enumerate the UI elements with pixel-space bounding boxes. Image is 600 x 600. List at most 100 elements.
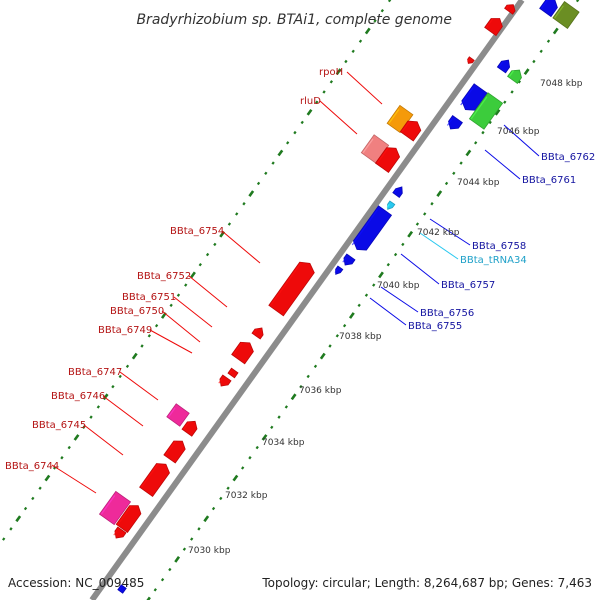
track-tick-mark [300,120,304,125]
track-tick-mark [271,161,275,165]
track-tick-mark [348,312,355,319]
track-tick-mark [168,567,172,572]
track-tick-mark [328,344,332,348]
track-tick-mark [2,537,6,541]
gene-label: BBta_6751 [122,292,176,303]
label-leader-line [161,310,201,343]
gene-feature-highlight [460,87,474,106]
gene-feature-highlight [117,505,132,525]
label-leader-line [484,149,521,180]
gene-feature-highlight [113,530,118,536]
track-tick-mark [15,515,22,523]
track-tick-mark [176,293,181,297]
gene-feature-arrow [251,327,264,340]
label-leader-line [346,71,383,105]
genome-title: Bradyrhizobium sp. BTAi1, complete genom… [136,12,452,28]
track-tick-mark [277,415,281,419]
track-tick-mark [23,506,28,511]
gene-feature-highlight [498,60,504,68]
track-tick-mark [481,130,485,135]
gene-feature-arrow [115,505,142,534]
label-leader-line [83,424,124,456]
track-tick-mark [380,9,384,13]
gene-feature-highlight [362,138,374,154]
ruler-label: 7046 kbp [497,127,540,137]
track-tick-mark [546,39,551,43]
track-tick-mark [552,27,559,35]
gene-feature-highlight [505,4,510,9]
track-tick-mark [211,506,216,511]
gene-feature-highlight [470,96,488,120]
track-tick-mark [358,39,363,43]
track-tick-mark [264,171,268,175]
track-tick-mark [315,100,319,104]
gene-feature-highlight [334,268,338,273]
track-tick-mark [488,120,492,125]
track-tick-mark [67,445,71,450]
track-tick-mark [235,212,239,216]
ruler-labels: 7030 kbp 7032 kbp 7034 kbp 7036 kbp 7038 kbp… [188,79,583,556]
gene-feature-highlight [508,70,514,77]
gene-label: BBta_6744 [5,461,59,472]
gene-feature-arrow [268,261,315,317]
track-tick-mark [111,384,115,389]
gene-feature-highlight [351,209,378,246]
gene-feature-highlight [376,147,389,164]
track-tick-mark [89,415,93,419]
gene-feature-highlight [168,407,176,418]
track-tick-mark [452,171,456,175]
track-tick-mark [96,405,100,409]
track-tick-mark [344,59,348,64]
gene-label: BBta_6754 [170,226,224,237]
track-tick-mark [372,283,376,287]
genome-backbone [89,0,525,600]
gene-feature-arrow [163,440,186,464]
gene-label: BBta_tRNA34 [460,255,527,266]
track-tick-mark [73,434,80,441]
gene-feature-highlight [183,421,190,430]
track-tick-mark [31,496,35,501]
gene-feature-highlight [229,370,233,374]
track-tick-mark [284,405,288,409]
gene-feature-arrow [139,463,170,498]
gene-feature-arrow [386,104,414,134]
gene-feature-arrow [181,420,198,437]
track-tick-mark [182,547,187,551]
track-tick-mark [430,202,434,206]
track-tick-mark [226,486,230,490]
track-tick-mark [364,27,371,35]
track-tick-mark [153,588,157,592]
track-tick-mark [146,596,151,600]
track-tick-mark [131,352,138,360]
gene-feature-highlight [100,495,116,515]
track-tick-mark [407,230,414,238]
track-tick-mark [436,190,443,197]
gene-feature-highlight [386,203,390,208]
gene-feature-highlight [467,58,470,63]
track-tick-mark [232,474,239,482]
track-tick-mark [184,283,188,287]
track-tick-mark [329,80,334,84]
gene-feature-highlight [401,120,411,133]
track-tick-mark [154,323,159,328]
track-tick-mark [125,364,130,369]
label-leader-line [400,253,440,285]
track-tick-mark [286,141,290,145]
track-tick-mark [205,252,210,257]
ruler-label: 7042 kbp [417,228,460,238]
gene-feature-arrow [496,59,511,74]
ruler-label: 7036 kbp [299,386,342,396]
track-tick-mark [140,344,144,348]
track-tick-mark [256,181,261,186]
track-tick-mark [465,149,472,157]
track-tick-mark [9,527,13,531]
gene-feature-arrow [387,200,396,210]
label-leader-line [369,297,407,326]
track-tick-mark [510,90,514,94]
gene-feature-arrow [467,56,475,64]
label-leader-line [503,124,540,157]
ruler-label: 7038 kbp [339,332,382,342]
track-tick-mark [203,515,210,523]
gene-feature-highlight [218,378,223,384]
